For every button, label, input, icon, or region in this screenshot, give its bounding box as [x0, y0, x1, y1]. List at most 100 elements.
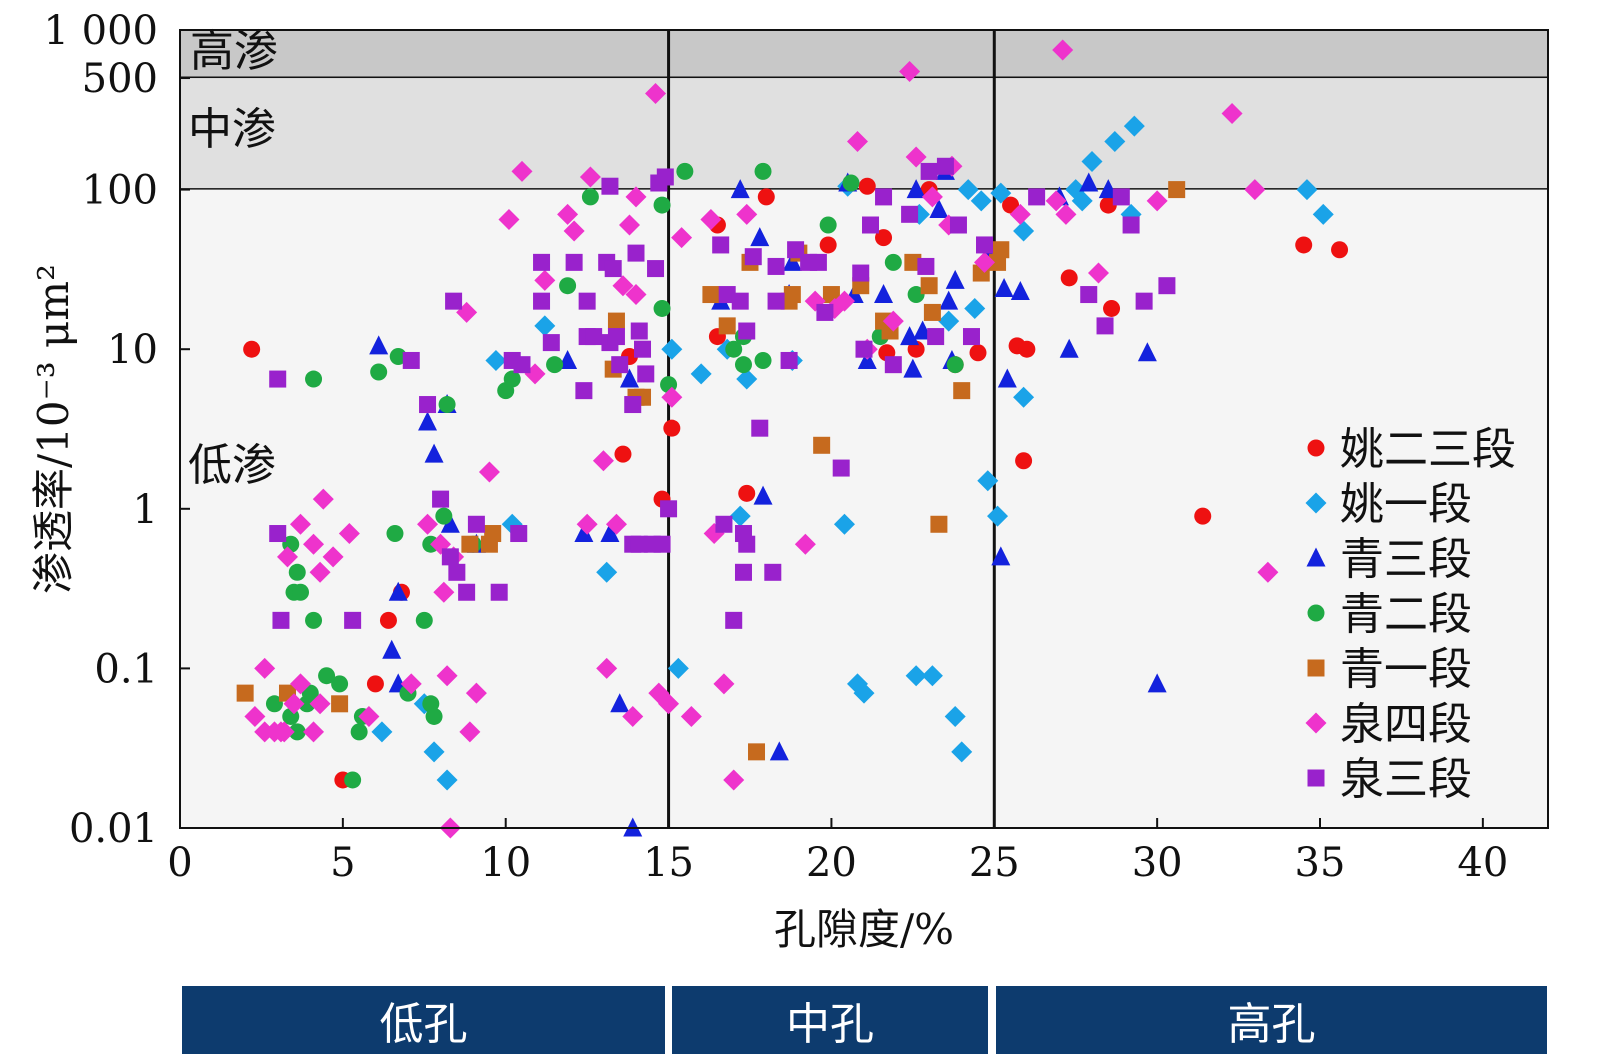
y-tick-label: 1 000	[43, 8, 158, 54]
data-point	[309, 561, 331, 583]
data-point	[565, 253, 583, 271]
data-point	[702, 286, 720, 304]
data-point	[458, 583, 476, 601]
data-point	[794, 533, 816, 555]
plot-frame	[179, 29, 1549, 829]
data-point	[510, 525, 528, 543]
data-point	[994, 278, 1014, 298]
data-point	[738, 484, 756, 502]
data-point	[725, 340, 743, 358]
data-point	[969, 344, 987, 362]
data-point	[862, 216, 880, 234]
data-point	[767, 292, 785, 310]
data-point	[637, 365, 655, 383]
data-point	[400, 673, 422, 695]
legend-marker	[1307, 439, 1325, 457]
data-point	[750, 227, 770, 247]
legend-marker	[1307, 659, 1325, 677]
y-tick-label: 10	[107, 327, 158, 373]
data-point	[533, 292, 551, 310]
zone-band	[180, 30, 1548, 79]
data-point	[607, 328, 625, 346]
data-point	[787, 241, 805, 259]
data-point	[371, 721, 393, 743]
data-point	[542, 334, 560, 352]
data-point	[748, 743, 766, 761]
data-point	[764, 563, 782, 581]
data-point	[718, 286, 736, 304]
zone-band	[180, 78, 1548, 190]
data-point	[415, 611, 433, 629]
data-point	[970, 190, 992, 212]
data-point	[1013, 386, 1035, 408]
data-point	[1194, 507, 1212, 525]
x-tick-label: 5	[330, 840, 355, 886]
data-point	[929, 199, 949, 219]
data-point	[402, 351, 420, 369]
data-point	[1295, 236, 1313, 254]
data-point	[627, 244, 645, 262]
data-point	[715, 515, 733, 533]
data-point	[936, 157, 954, 175]
data-point	[303, 533, 325, 555]
data-point	[653, 535, 671, 553]
data-point	[718, 317, 736, 335]
data-point	[1257, 561, 1279, 583]
y-tick-label: 0.01	[69, 806, 158, 852]
data-point	[618, 214, 640, 236]
data-point	[605, 513, 627, 535]
data-point	[592, 450, 614, 472]
legend-marker	[1306, 547, 1326, 567]
data-point	[1147, 673, 1167, 693]
data-point	[461, 535, 479, 553]
data-point	[736, 368, 758, 390]
data-point	[318, 667, 336, 685]
data-point	[290, 513, 312, 535]
legend-label: 青二段	[1340, 589, 1472, 640]
data-point	[769, 741, 789, 761]
data-point	[435, 507, 453, 525]
data-point	[612, 275, 634, 297]
data-point	[901, 205, 919, 223]
data-point	[269, 525, 287, 543]
data-point	[576, 513, 598, 535]
data-point	[625, 186, 647, 208]
data-point	[619, 368, 639, 388]
data-point	[578, 292, 596, 310]
data-point	[305, 611, 323, 629]
data-point	[533, 253, 551, 271]
data-point	[388, 581, 408, 601]
data-point	[730, 179, 750, 199]
data-point	[1002, 196, 1020, 214]
data-point	[660, 500, 678, 518]
data-point	[1099, 196, 1117, 214]
data-point	[614, 445, 632, 463]
data-point	[424, 443, 444, 463]
data-point	[723, 769, 745, 791]
data-point	[301, 684, 319, 702]
data-point	[288, 723, 306, 741]
data-point	[1137, 342, 1157, 362]
data-point	[236, 684, 254, 702]
data-point	[813, 436, 831, 454]
data-point	[656, 168, 674, 186]
data-point	[1135, 292, 1153, 310]
data-point	[585, 328, 603, 346]
data-point	[312, 488, 334, 510]
data-point	[465, 682, 487, 704]
data-point	[1122, 216, 1140, 234]
data-point	[1059, 338, 1079, 358]
data-point	[1079, 172, 1099, 192]
data-point	[816, 303, 834, 321]
data-point	[1060, 269, 1078, 287]
data-point	[419, 396, 437, 414]
x-tick-label: 10	[480, 840, 531, 886]
data-point	[1080, 286, 1098, 304]
data-point	[1088, 262, 1110, 284]
data-point	[436, 665, 458, 687]
y-tick-label: 100	[82, 168, 158, 214]
data-point	[1331, 241, 1349, 259]
data-point	[448, 563, 466, 581]
data-point	[997, 368, 1017, 388]
data-point	[671, 227, 693, 249]
